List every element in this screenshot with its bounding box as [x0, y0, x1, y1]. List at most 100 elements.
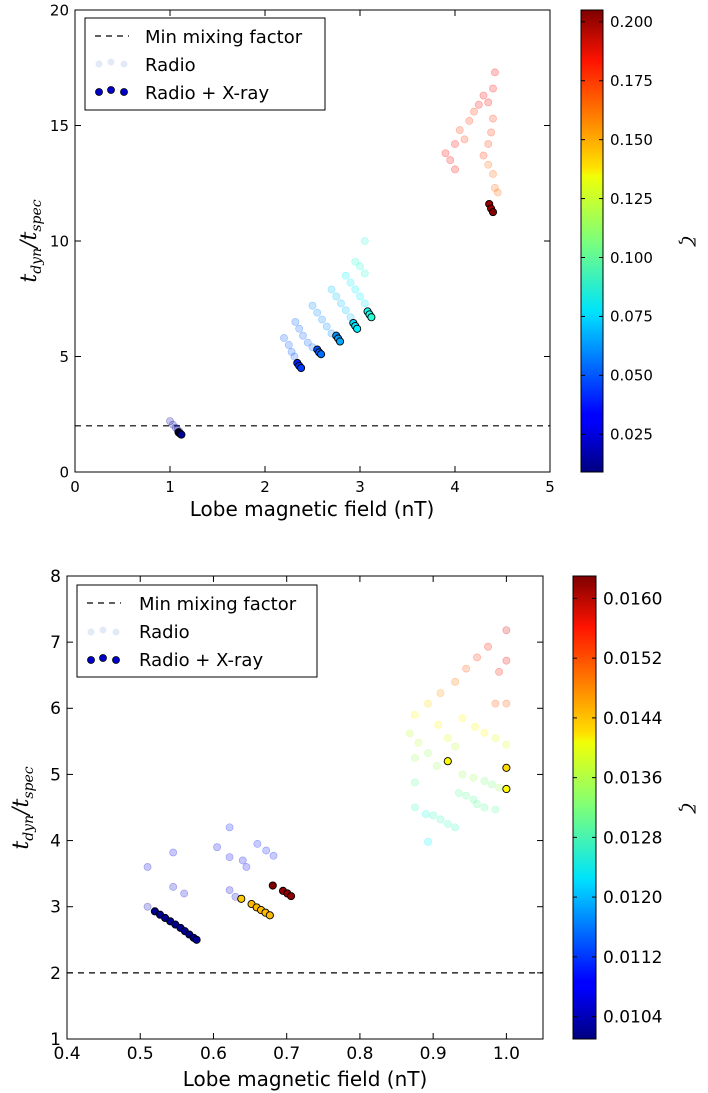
radio-point [489, 114, 497, 123]
x-tick-label: 0.9 [420, 1044, 447, 1064]
legend-marker [87, 656, 95, 664]
y-tick-label: 10 [50, 232, 69, 250]
radio-point [225, 886, 234, 895]
colorbar-ticks-top: 0.025 0.050 0.075 0.100 0.125 0.150 0.175 0.200 [581, 13, 653, 444]
radio-point [462, 791, 471, 800]
radio-point [474, 100, 483, 109]
radio-point [242, 863, 251, 871]
legend-label-min-mixing: Min mixing factor [145, 27, 303, 48]
y-tick-label: 0 [59, 463, 69, 481]
radio-point [284, 341, 293, 349]
x-tick-label: 0.8 [346, 1044, 373, 1064]
axis-ticks-bottom: 0.4 0.5 0.6 0.7 0.8 0.9 1.0 1 2 3 4 5 6 7 8 [50, 567, 543, 1064]
radio-point [291, 317, 300, 326]
radio-point [410, 711, 419, 719]
x-axis-label-bottom: Lobe magnetic field (nT) [183, 1067, 428, 1091]
x-tick-label: 0 [70, 478, 80, 496]
radio-point [356, 262, 364, 271]
colorbar-ticks-bottom: 0.0104 0.0112 0.0120 0.0128 0.0136 0.0144 0.01… [573, 589, 662, 1028]
legend-marker [120, 60, 128, 68]
y-tick-label: 4 [50, 832, 61, 852]
colorbar-tick-label: 0.0160 [603, 589, 662, 609]
radio-point [424, 699, 432, 708]
radio-point [470, 107, 478, 116]
y-tick-label: 5 [50, 765, 61, 785]
radio-point [424, 749, 432, 758]
legend-label-radio-xray: Radio + X-ray [145, 83, 269, 104]
radio-point [303, 338, 312, 347]
colorbar-tick-label: 0.175 [610, 72, 653, 90]
radio-point [238, 856, 247, 865]
x-tick-label: 0.5 [127, 1044, 154, 1064]
y-tick-label: 20 [50, 1, 69, 19]
radio-point [487, 128, 495, 137]
radio-point [493, 188, 502, 197]
y-tick-label: 8 [50, 567, 61, 587]
radio-point [469, 795, 478, 804]
legend-marker [95, 88, 103, 96]
radio-point [287, 347, 296, 356]
radio-xray-point [488, 208, 498, 217]
radio-point [502, 656, 511, 665]
chart-panel-top: 0 1 2 3 4 5 0 5 10 15 20 Min mixing factor Radio R… [17, 1, 698, 521]
radio-point [436, 689, 445, 697]
radio-point [346, 278, 355, 287]
x-axis-label-top: Lobe magnetic field (nT) [190, 497, 435, 521]
radio-point [484, 642, 492, 651]
radio-point [262, 846, 271, 855]
radio-point [473, 653, 481, 662]
scatter-points-bottom [143, 626, 511, 944]
radio-point [143, 902, 152, 911]
radio-point [455, 126, 464, 135]
radio-point [280, 334, 288, 342]
legend-label-radio: Radio [145, 55, 196, 76]
legend-marker [99, 654, 107, 662]
radio-point [424, 837, 432, 846]
radio-point [470, 722, 479, 731]
radio-point [491, 805, 500, 814]
radio-xray-point [502, 763, 511, 772]
colorbar-tick-label: 0.0104 [603, 1008, 662, 1028]
radio-point [451, 677, 460, 686]
radio-point [213, 843, 222, 852]
radio-point [495, 783, 503, 792]
radio-point [480, 803, 489, 812]
colorbar-tick-label: 0.0152 [603, 649, 662, 669]
colorbar-tick-label: 0.0128 [603, 828, 662, 848]
legend-marker [112, 628, 120, 636]
radio-point [327, 285, 336, 294]
radio-point [491, 734, 500, 742]
radio-point [360, 269, 369, 278]
radio-point [421, 810, 430, 819]
radio-point [225, 853, 234, 862]
radio-point [451, 742, 460, 751]
radio-point [225, 823, 234, 832]
colorbar-tick-label: 0.0136 [603, 769, 662, 789]
x-tick-label: 1.0 [493, 1044, 520, 1064]
chart-panel-bottom: 0.4 0.5 0.6 0.7 0.8 0.9 1.0 1 2 3 4 5 6 7 8 Min mixing… [9, 567, 698, 1091]
radio-xray-point [367, 313, 376, 322]
radio-point [479, 151, 488, 160]
radio-point [410, 803, 419, 812]
x-tick-label: 5 [545, 478, 555, 496]
radio-point [253, 839, 262, 848]
radio-point [491, 699, 500, 708]
radio-point [405, 729, 414, 738]
radio-point [490, 183, 499, 192]
colorbar-tick-label: 0.0144 [603, 709, 662, 729]
radio-point [458, 770, 467, 779]
radio-point [299, 331, 307, 340]
radio-point [480, 728, 489, 737]
radio-point [332, 292, 341, 301]
radio-point [480, 777, 489, 785]
legend-label-radio: Radio [139, 622, 190, 643]
radio-xray-point [335, 337, 345, 346]
radio-point [502, 626, 511, 635]
radio-point [479, 91, 488, 100]
radio-point [269, 851, 278, 860]
radio-point [495, 668, 503, 676]
legend-marker [95, 60, 103, 68]
radio-point [454, 789, 463, 797]
radio-xray-point [265, 911, 274, 920]
